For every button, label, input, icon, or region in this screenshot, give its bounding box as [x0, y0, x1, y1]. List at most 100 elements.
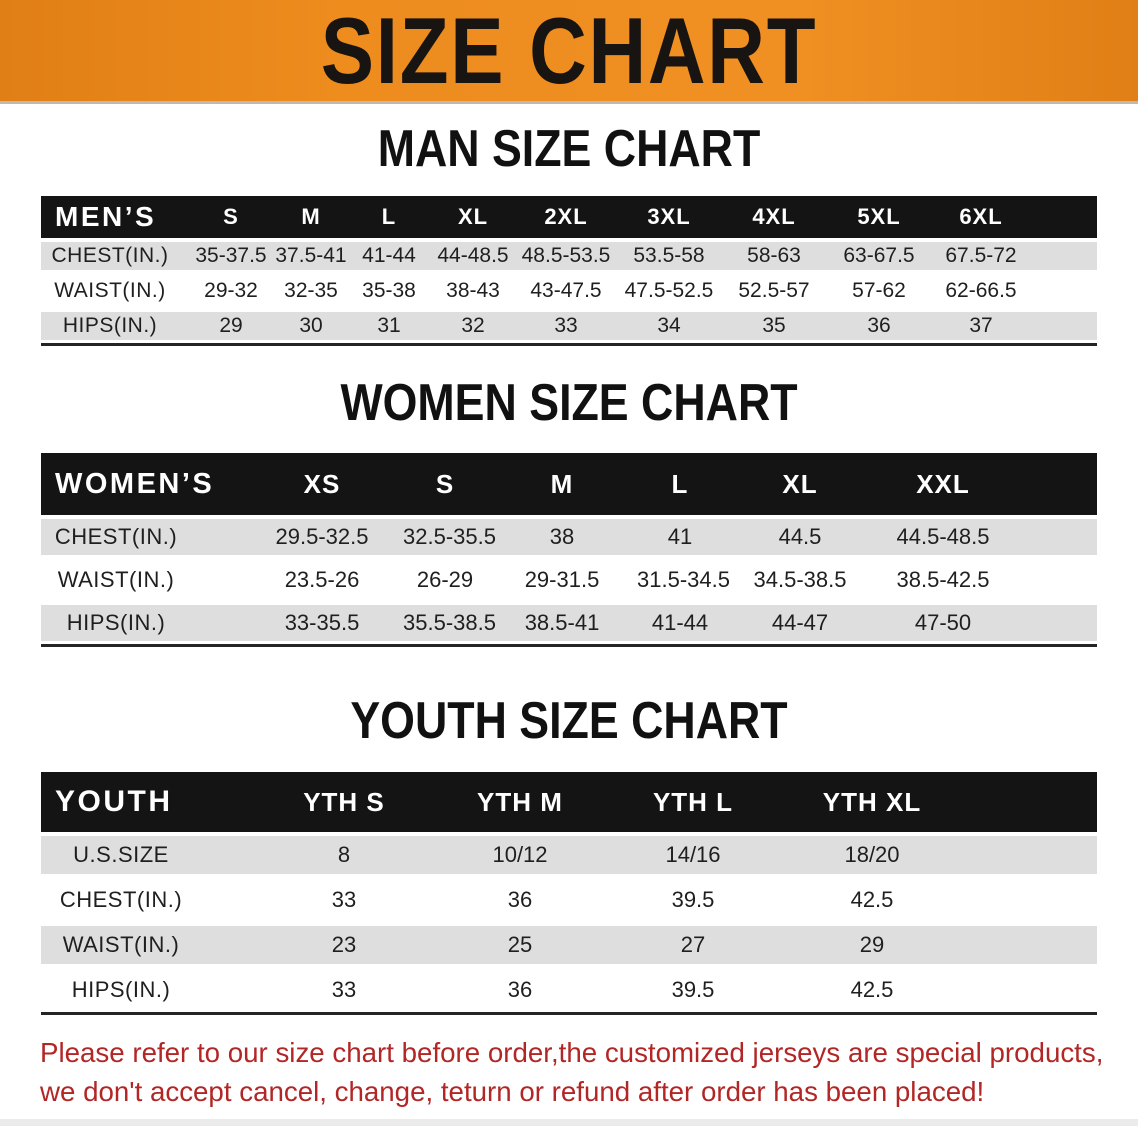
measure-value: 29	[191, 308, 271, 343]
row-spacer	[961, 922, 1097, 967]
disclaimer-line-1: Please refer to our size chart before or…	[40, 1037, 1104, 1068]
measure-value: 44-48.5	[427, 238, 519, 273]
measure-value: 36	[823, 308, 935, 343]
measure-label: WAIST(IN.)	[41, 273, 191, 308]
table-header-row: YOUTH YTH S YTH M YTH L YTH XL	[41, 772, 1097, 832]
size-column-header: 2XL	[519, 196, 613, 238]
size-column-header: 4XL	[725, 196, 823, 238]
header-spacer	[961, 772, 1097, 832]
row-spacer	[1009, 558, 1097, 601]
youth-group-label: YOUTH	[41, 772, 251, 832]
row-spacer	[1009, 515, 1097, 558]
section-title-men: MAN SIZE CHART	[377, 120, 761, 178]
measure-value: 29-31.5	[487, 558, 637, 601]
page-title: SIZE CHART	[320, 0, 818, 103]
measure-value: 23	[251, 922, 437, 967]
size-column-header: S	[403, 453, 487, 515]
measure-value: 47-50	[877, 601, 1009, 644]
measure-value: 53.5-58	[613, 238, 725, 273]
measure-value: 52.5-57	[725, 273, 823, 308]
measure-value: 67.5-72	[935, 238, 1027, 273]
men-group-label: MEN’S	[41, 196, 191, 238]
table-row: U.S.SIZE 8 10/12 14/16 18/20	[41, 832, 1097, 877]
header-spacer	[1009, 453, 1097, 515]
measure-label: HIPS(IN.)	[41, 967, 251, 1012]
measure-value: 26-29	[403, 558, 487, 601]
size-column-header: YTH XL	[783, 772, 961, 832]
measure-value: 8	[251, 832, 437, 877]
disclaimer-line-2: we don't accept cancel, change, teturn o…	[40, 1076, 985, 1107]
measure-value: 34	[613, 308, 725, 343]
measure-value: 41-44	[351, 238, 427, 273]
row-spacer	[1027, 273, 1097, 308]
measure-value: 36	[437, 967, 603, 1012]
size-column-header: XS	[241, 453, 403, 515]
measure-value: 57-62	[823, 273, 935, 308]
bottom-divider	[0, 1119, 1138, 1126]
measure-value: 34.5-38.5	[723, 558, 877, 601]
measure-value: 38	[487, 515, 637, 558]
measure-value: 58-63	[725, 238, 823, 273]
women-group-label: WOMEN’S	[41, 453, 241, 515]
measure-value: 33	[251, 967, 437, 1012]
measure-value: 32.5-35.5	[403, 515, 496, 558]
measure-value: 25	[437, 922, 603, 967]
measure-value: 38-43	[427, 273, 519, 308]
measure-label: HIPS(IN.)	[41, 308, 191, 343]
table-row: WAIST(IN.) 29-32 32-35 35-38 38-43 43-47.5 47.…	[41, 273, 1097, 308]
measure-value: 37	[935, 308, 1027, 343]
disclaimer: Please refer to our size chart before or…	[40, 1033, 1138, 1111]
table-row: HIPS(IN.) 29 30 31 32 33 34 35 36 37	[41, 308, 1097, 343]
table-row: WAIST(IN.) 23 25 27 29	[41, 922, 1097, 967]
size-column-header: YTH S	[251, 772, 437, 832]
measure-label: CHEST(IN.)	[41, 238, 191, 273]
measure-value: 29-32	[191, 273, 271, 308]
size-column-header: YTH M	[437, 772, 603, 832]
measure-label: WAIST(IN.)	[41, 558, 241, 601]
header-spacer	[1027, 196, 1097, 238]
table-row: CHEST(IN.) 29.5-32.5 32.5-35.5 38 41 44.5 44.5…	[41, 515, 1097, 558]
size-column-header: XXL	[877, 453, 1009, 515]
men-size-table: MEN’S S M L XL 2XL 3XL 4XL 5XL 6XL CHEST(IN.) 35-37…	[41, 196, 1097, 346]
measure-label: U.S.SIZE	[41, 832, 251, 877]
size-column-header: 5XL	[823, 196, 935, 238]
measure-label: HIPS(IN.)	[41, 601, 241, 644]
size-column-header: M	[487, 453, 637, 515]
measure-value: 62-66.5	[935, 273, 1027, 308]
row-spacer	[961, 832, 1097, 877]
measure-value: 35.5-38.5	[403, 601, 496, 644]
measure-value: 42.5	[783, 967, 961, 1012]
measure-value: 63-67.5	[823, 238, 935, 273]
women-size-table: WOMEN’S XS S M L XL XXL CHEST(IN.) 29.5-32.5 32.5…	[41, 453, 1097, 647]
measure-label: CHEST(IN.)	[41, 515, 241, 558]
row-spacer	[1027, 308, 1097, 343]
table-header-row: MEN’S S M L XL 2XL 3XL 4XL 5XL 6XL	[41, 196, 1097, 238]
measure-value: 38.5-42.5	[877, 558, 1009, 601]
size-column-header: XL	[723, 453, 877, 515]
table-row: HIPS(IN.) 33-35.5 35.5-38.5 38.5-41 41-44 44-…	[41, 601, 1097, 644]
measure-value: 33-35.5	[241, 601, 403, 644]
table-row: WAIST(IN.) 23.5-26 26-29 29-31.5 31.5-34.5 34…	[41, 558, 1097, 601]
size-chart-banner: SIZE CHART	[0, 0, 1138, 104]
row-spacer	[1027, 238, 1097, 273]
measure-value: 32-35	[271, 273, 351, 308]
section-title-youth: YOUTH SIZE CHART	[350, 692, 788, 750]
measure-value: 35-38	[351, 273, 427, 308]
measure-value: 31	[351, 308, 427, 343]
measure-value: 38.5-41	[487, 601, 637, 644]
measure-value: 39.5	[603, 877, 783, 922]
measure-value: 33	[519, 308, 613, 343]
measure-value: 14/16	[603, 832, 783, 877]
measure-value: 29	[783, 922, 961, 967]
measure-value: 30	[271, 308, 351, 343]
measure-value: 37.5-41	[271, 238, 351, 273]
size-column-header: YTH L	[603, 772, 783, 832]
size-column-header: 3XL	[613, 196, 725, 238]
size-column-header: 6XL	[935, 196, 1027, 238]
size-column-header: L	[351, 196, 427, 238]
size-column-header: S	[191, 196, 271, 238]
measure-value: 31.5-34.5	[637, 558, 730, 601]
youth-size-table: YOUTH YTH S YTH M YTH L YTH XL U.S.SIZE 8 10/12…	[41, 772, 1097, 1015]
measure-value: 10/12	[437, 832, 603, 877]
row-spacer	[1009, 601, 1097, 644]
